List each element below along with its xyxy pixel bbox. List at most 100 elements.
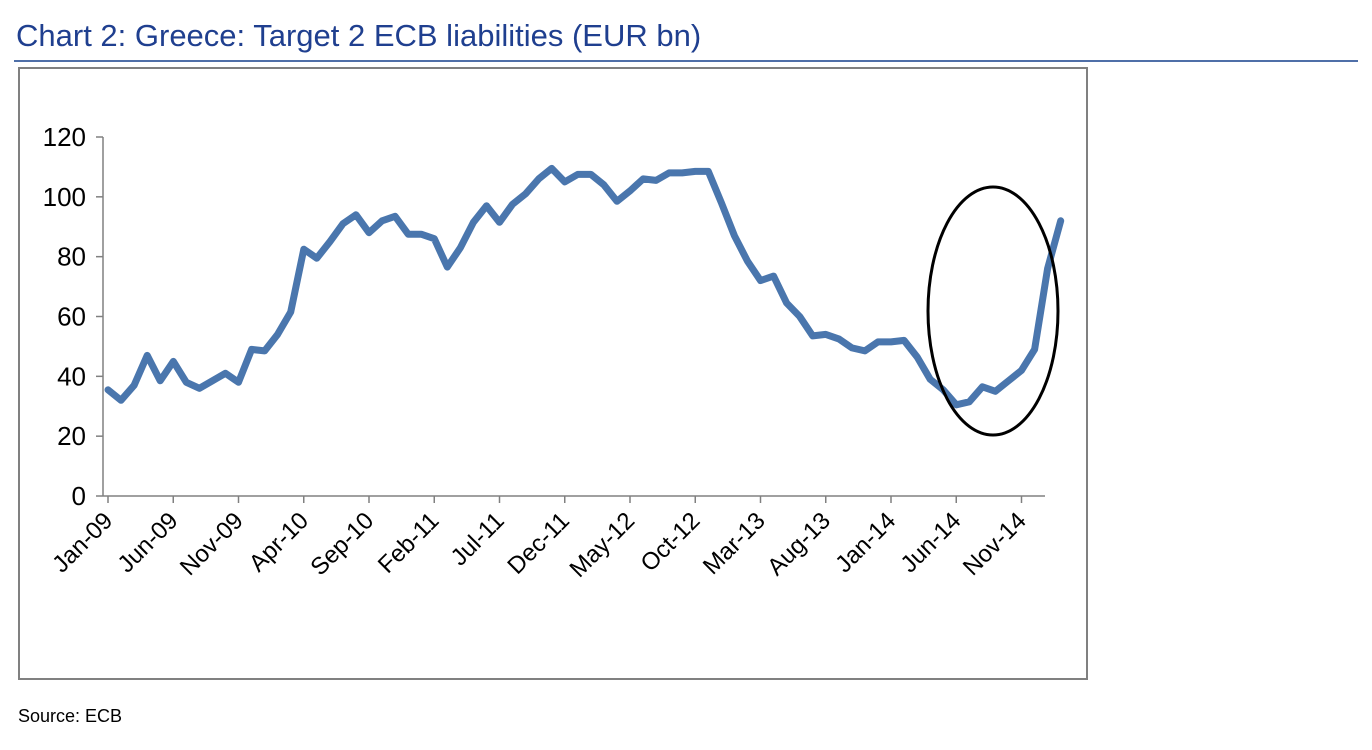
data-point	[382, 220, 383, 221]
data-point	[799, 316, 800, 317]
data-point	[1060, 220, 1061, 221]
x-tick-label: Mar-13	[698, 507, 771, 580]
data-point	[525, 193, 526, 194]
x-tick-label: Jan-09	[47, 507, 118, 578]
x-tick-label: Jan-14	[830, 507, 901, 578]
x-tick-label: Feb-11	[373, 507, 445, 579]
series-group	[104, 164, 1065, 409]
data-point	[538, 178, 539, 179]
data-point	[134, 385, 135, 386]
data-point	[1021, 370, 1022, 371]
data-point	[682, 172, 683, 173]
x-tick-label: Sep-10	[305, 507, 379, 581]
data-point	[512, 204, 513, 205]
data-point	[303, 249, 304, 250]
data-point	[891, 341, 892, 342]
data-point	[917, 356, 918, 357]
data-point	[473, 222, 474, 223]
data-point	[121, 400, 122, 401]
data-point	[734, 235, 735, 236]
data-point	[812, 335, 813, 336]
data-point	[173, 361, 174, 362]
data-point	[825, 334, 826, 335]
chart-title: Chart 2: Greece: Target 2 ECB liabilitie…	[16, 18, 702, 53]
y-axis: 0 20 40 60 80 100 120	[43, 122, 104, 511]
x-tick-label: Nov-14	[958, 507, 1032, 581]
data-point	[616, 201, 617, 202]
data-point	[486, 205, 487, 206]
data-point	[225, 373, 226, 374]
x-tick-label: Aug-13	[762, 507, 836, 581]
data-point	[630, 190, 631, 191]
data-point	[1034, 349, 1035, 350]
data-point	[747, 261, 748, 262]
data-point	[877, 341, 878, 342]
data-point	[904, 340, 905, 341]
data-point	[930, 379, 931, 380]
data-point	[212, 380, 213, 381]
data-point	[864, 350, 865, 351]
y-tick-label: 0	[72, 481, 86, 511]
data-point	[342, 223, 343, 224]
data-point	[499, 222, 500, 223]
y-tick-label: 120	[43, 122, 86, 152]
data-point	[264, 350, 265, 351]
x-tick-label: Dec-11	[502, 507, 575, 580]
data-point	[982, 386, 983, 387]
data-point	[238, 382, 239, 383]
data-point	[773, 276, 774, 277]
x-tick-label: May-12	[565, 507, 641, 583]
data-point	[695, 171, 696, 172]
y-tick-label: 100	[43, 182, 86, 212]
y-tick-label: 80	[57, 242, 86, 272]
x-tick-label: Oct-12	[635, 507, 705, 577]
data-point	[656, 180, 657, 181]
data-point	[277, 334, 278, 335]
data-point	[577, 174, 578, 175]
source-note: Source: ECB	[18, 706, 123, 726]
data-point	[369, 232, 370, 233]
chart-frame	[18, 67, 1088, 680]
data-point	[199, 388, 200, 389]
data-point	[316, 258, 317, 259]
data-point	[551, 168, 552, 169]
highlight-ellipse	[926, 185, 1060, 437]
x-tick-label: Nov-09	[175, 507, 249, 581]
data-point	[460, 247, 461, 248]
data-point	[838, 338, 839, 339]
data-point	[786, 303, 787, 304]
data-point	[643, 178, 644, 179]
data-point	[395, 216, 396, 217]
x-tick-label: Jun-14	[896, 507, 967, 578]
data-point	[956, 404, 957, 405]
data-point	[147, 355, 148, 356]
series-line	[104, 164, 1065, 409]
data-point	[408, 234, 409, 235]
data-point	[447, 267, 448, 268]
data-point	[186, 382, 187, 383]
data-point	[290, 312, 291, 313]
data-point	[603, 184, 604, 185]
x-tick-label: Apr-10	[244, 507, 314, 577]
data-point	[251, 349, 252, 350]
data-point	[434, 238, 435, 239]
data-point	[851, 347, 852, 348]
data-point	[721, 202, 722, 203]
y-tick-label: 60	[57, 302, 86, 332]
data-point	[160, 380, 161, 381]
data-point	[1047, 268, 1048, 269]
data-point	[1008, 380, 1009, 381]
data-point	[760, 280, 761, 281]
y-tick-label: 20	[57, 421, 86, 451]
title-underline	[14, 60, 1358, 62]
data-point	[564, 181, 565, 182]
data-point	[995, 391, 996, 392]
x-tick-label: Jun-09	[113, 507, 184, 578]
data-point	[108, 389, 109, 390]
data-point	[669, 172, 670, 173]
x-tick-label: Jul-11	[446, 507, 510, 571]
y-tick-label: 40	[57, 361, 86, 391]
data-point	[590, 174, 591, 175]
